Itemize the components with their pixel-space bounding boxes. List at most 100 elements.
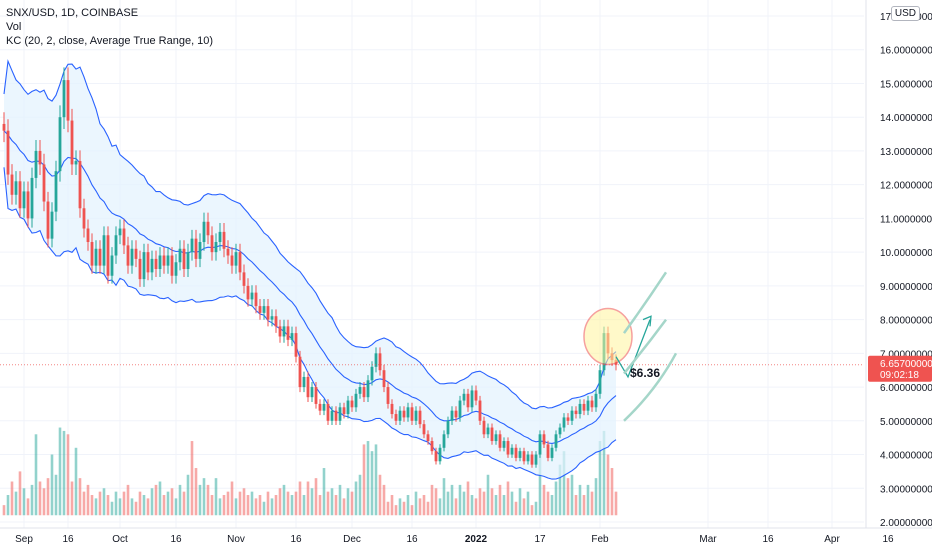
- candle-body: [406, 407, 410, 418]
- y-tick-label: 5.00000000: [880, 417, 932, 428]
- candle-body: [398, 410, 402, 421]
- x-tick-label: 16: [882, 534, 894, 545]
- volume-bar: [594, 478, 598, 516]
- volume-bar: [322, 468, 326, 516]
- bar-countdown: 09:02:18: [880, 370, 919, 381]
- volume-bar: [266, 491, 270, 516]
- volume-bar: [494, 495, 498, 516]
- candle-body: [366, 380, 370, 398]
- candle-body: [34, 150, 38, 178]
- volume-bar: [582, 495, 586, 516]
- volume-bar: [34, 434, 38, 516]
- y-tick-label: 16.00000000: [880, 46, 932, 57]
- volume-bar: [230, 481, 234, 516]
- volume-bar: [510, 491, 514, 516]
- candle-body: [150, 258, 154, 273]
- volume-bar: [366, 441, 370, 516]
- volume-bar: [362, 444, 366, 516]
- price-axis-background: [866, 0, 932, 550]
- volume-bar: [66, 434, 70, 516]
- y-tick-label: 11.00000000: [880, 214, 932, 225]
- chart-legend: SNX/USD, 1D, COINBASE Vol KC (20, 2, clo…: [6, 6, 213, 48]
- y-tick-label: 3.00000000: [880, 484, 932, 495]
- volume-bar: [286, 491, 290, 516]
- candle-body: [198, 242, 202, 259]
- volume-bar: [26, 498, 30, 516]
- volume-bar: [298, 481, 302, 516]
- volume-bar: [74, 447, 78, 516]
- volume-bar: [514, 501, 518, 516]
- volume-bar: [330, 488, 334, 516]
- volume-bar: [246, 495, 250, 516]
- volume-bar: [106, 495, 110, 516]
- volume-bar: [390, 495, 394, 516]
- candle-body: [330, 410, 334, 421]
- candle-body: [554, 434, 558, 448]
- volume-bar: [30, 484, 34, 516]
- volume-bar: [10, 481, 14, 516]
- volume-bar: [186, 474, 190, 516]
- volume-bar: [18, 471, 22, 516]
- volume-bar: [466, 481, 470, 516]
- volume-bar: [478, 488, 482, 516]
- keltner-lower-band: [3, 167, 617, 480]
- candle-body: [302, 376, 306, 388]
- volume-bar: [530, 505, 534, 516]
- candle-body: [318, 403, 322, 411]
- volume-bar: [78, 478, 82, 516]
- volume-bar: [538, 441, 542, 516]
- candle-body: [350, 400, 354, 408]
- candle-body: [314, 387, 318, 404]
- candle-body: [310, 387, 314, 398]
- volume-bar: [506, 481, 510, 516]
- candle-body: [534, 454, 538, 465]
- current-price-badge: [868, 355, 932, 382]
- projection-arrow: [615, 319, 651, 379]
- volume-bar: [150, 488, 154, 516]
- candle-body: [570, 410, 574, 421]
- volume-bar: [222, 495, 226, 516]
- volume-bar: [434, 488, 438, 516]
- volume-bar: [438, 498, 442, 516]
- volume-bar: [382, 484, 386, 516]
- candle-body: [430, 441, 434, 452]
- candle-body: [474, 390, 478, 401]
- volume-bar: [282, 484, 286, 516]
- currency-badge[interactable]: USD: [890, 6, 920, 21]
- candle-body: [558, 427, 562, 435]
- candle-body: [46, 201, 50, 239]
- candle-body: [222, 231, 226, 249]
- volume-bar: [198, 484, 202, 516]
- candle-body: [394, 414, 398, 421]
- candle-body: [550, 447, 554, 458]
- x-tick-label: 16: [406, 534, 418, 545]
- volume-bar: [454, 498, 458, 516]
- candle-body: [422, 424, 426, 435]
- candle-body: [434, 451, 438, 462]
- volume-bar: [614, 491, 618, 516]
- candle-body: [458, 400, 462, 418]
- volume-bar: [462, 491, 466, 516]
- candle-body: [290, 333, 294, 340]
- volume-bar: [122, 491, 126, 516]
- volume-bar: [310, 488, 314, 516]
- y-tick-label: 7.00000000: [880, 349, 932, 360]
- candle-body: [30, 177, 34, 219]
- candle-body: [518, 451, 522, 458]
- volume-bar: [46, 478, 50, 516]
- candle-body: [402, 410, 406, 418]
- y-tick-label: 4.00000000: [880, 451, 932, 462]
- volume-bar: [182, 491, 186, 516]
- candle-body: [94, 248, 98, 266]
- volume-bar: [278, 488, 282, 516]
- volume-bar: [294, 491, 298, 516]
- y-tick-label: 14.00000000: [880, 113, 932, 124]
- volume-bar: [394, 505, 398, 516]
- candle-body: [438, 447, 442, 462]
- volume-bar: [166, 491, 170, 516]
- volume-bar: [470, 495, 474, 516]
- volume-bar: [554, 481, 558, 516]
- candle-body: [42, 164, 46, 202]
- volume-bar: [522, 498, 526, 516]
